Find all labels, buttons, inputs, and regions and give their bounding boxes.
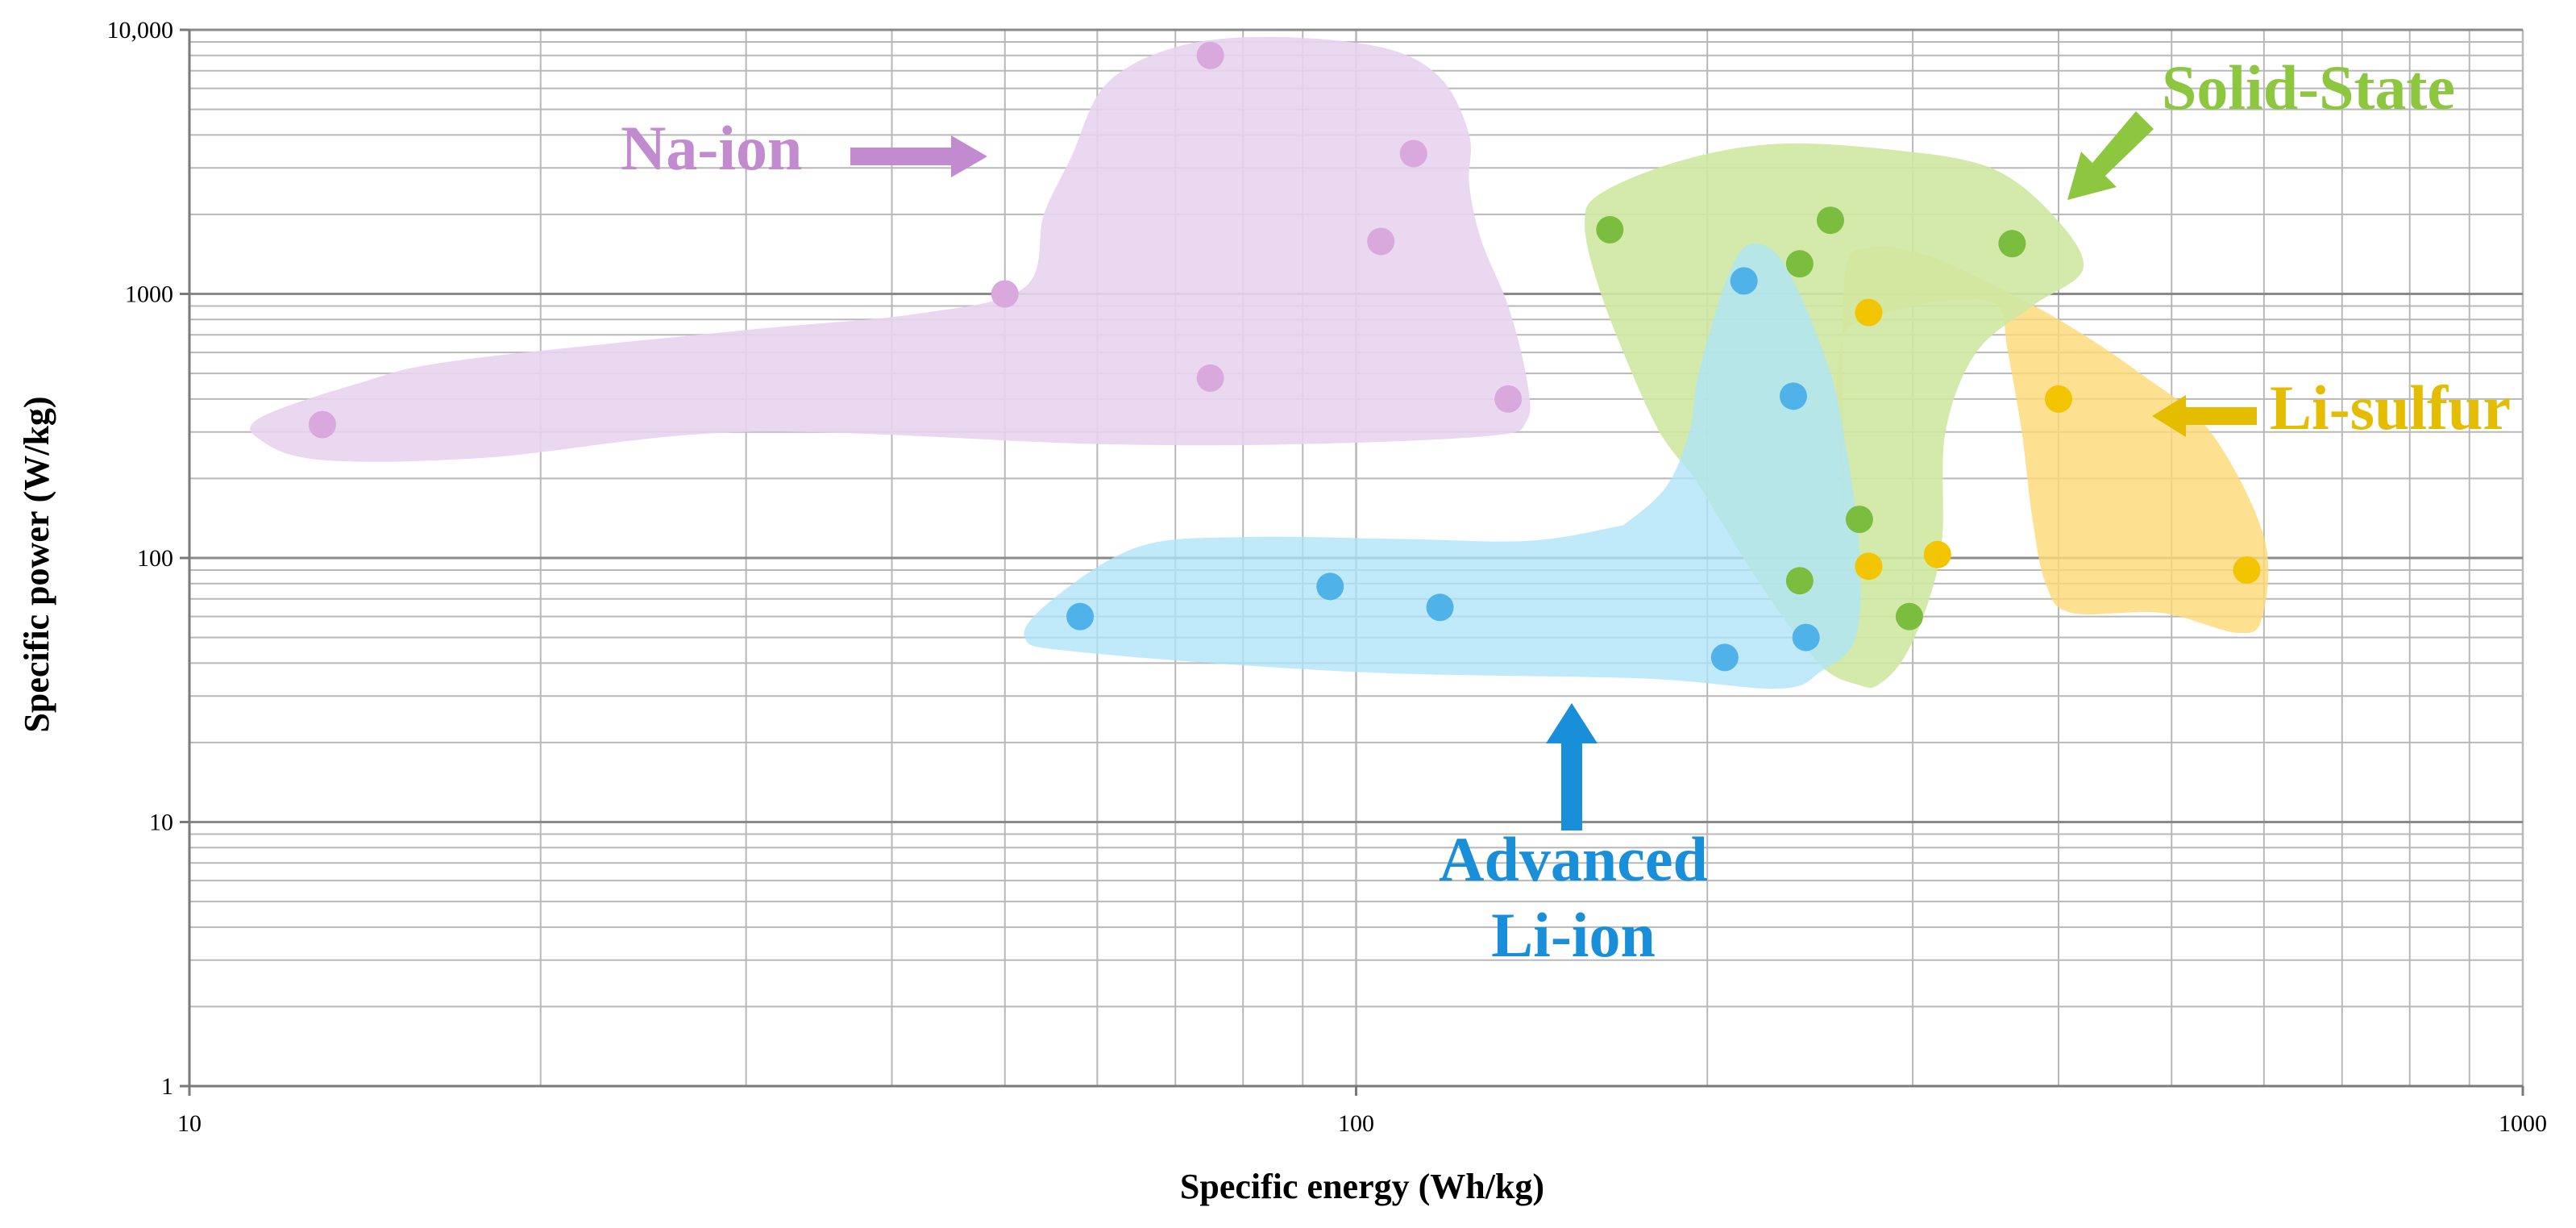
x-tick-labels: 10 100 1000	[177, 1110, 2547, 1137]
x-tick-label: 10	[177, 1110, 202, 1137]
y-tick-label: 1000	[125, 281, 173, 308]
y-tick-label: 100	[137, 545, 173, 572]
point-na-ion	[1196, 41, 1224, 69]
point-li-sulfur	[1855, 298, 1883, 327]
x-axis-title: Specific energy (Wh/kg)	[1180, 1167, 1544, 1206]
advanced-li-ion-arrow-icon	[1546, 703, 1598, 830]
y-tick-label: 1	[161, 1073, 173, 1100]
point-li-sulfur	[1855, 552, 1883, 581]
point-solid-state	[1785, 567, 1814, 595]
point-na-ion	[1367, 227, 1395, 256]
point-solid-state	[1816, 206, 1844, 235]
li-sulfur-arrow-icon	[2152, 395, 2257, 437]
series-regions	[250, 36, 2269, 689]
solid-state-arrow-icon	[2067, 111, 2154, 200]
point-na-ion	[1399, 139, 1427, 168]
point-solid-state	[1785, 250, 1814, 278]
point-na-ion	[1196, 364, 1224, 392]
x-tick-label: 1000	[2499, 1110, 2547, 1137]
point-advanced-li-ion	[1316, 572, 1344, 601]
y-tick-label: 10	[149, 810, 173, 836]
point-li-sulfur	[2044, 385, 2072, 413]
point-li-sulfur	[2233, 556, 2261, 584]
point-advanced-li-ion	[1426, 593, 1454, 622]
point-advanced-li-ion	[1779, 382, 1807, 410]
point-solid-state	[1998, 230, 2026, 258]
annotation-na-ion: Na-ion	[621, 113, 802, 183]
annotation-advanced: Advanced	[1439, 824, 1708, 894]
point-solid-state	[1845, 506, 1873, 534]
point-solid-state	[1596, 215, 1624, 244]
axes	[180, 28, 2524, 1096]
region-na-ion	[250, 36, 1531, 462]
series-points	[308, 41, 2261, 672]
point-advanced-li-ion	[1792, 623, 1820, 651]
x-tick-label: 100	[1338, 1110, 1374, 1137]
na-ion-arrow-icon	[850, 135, 987, 177]
point-advanced-li-ion	[1730, 267, 1758, 295]
annotation-li-sulfur: Li-sulfur	[2270, 373, 2511, 443]
point-li-sulfur	[1923, 540, 1951, 568]
point-advanced-li-ion	[1710, 643, 1739, 672]
region-advanced-li-ion	[1024, 244, 1861, 689]
point-solid-state	[1895, 602, 1923, 631]
y-tick-labels: 1 10 100 1000 10,000	[107, 17, 174, 1100]
point-na-ion	[308, 410, 336, 439]
point-na-ion	[1494, 385, 1523, 413]
y-axis-title: Specific power (W/kg)	[17, 396, 56, 732]
annotation-solid-state: Solid-State	[2162, 52, 2455, 123]
annotation-li-ion: Li-ion	[1491, 900, 1656, 970]
annotations: Na-ion Solid-State Li-sulfur Advanced Li…	[621, 52, 2511, 970]
y-tick-label: 10,000	[107, 17, 174, 44]
region-li-sulfur	[1836, 245, 2269, 634]
point-na-ion	[991, 280, 1019, 308]
point-advanced-li-ion	[1066, 602, 1095, 631]
